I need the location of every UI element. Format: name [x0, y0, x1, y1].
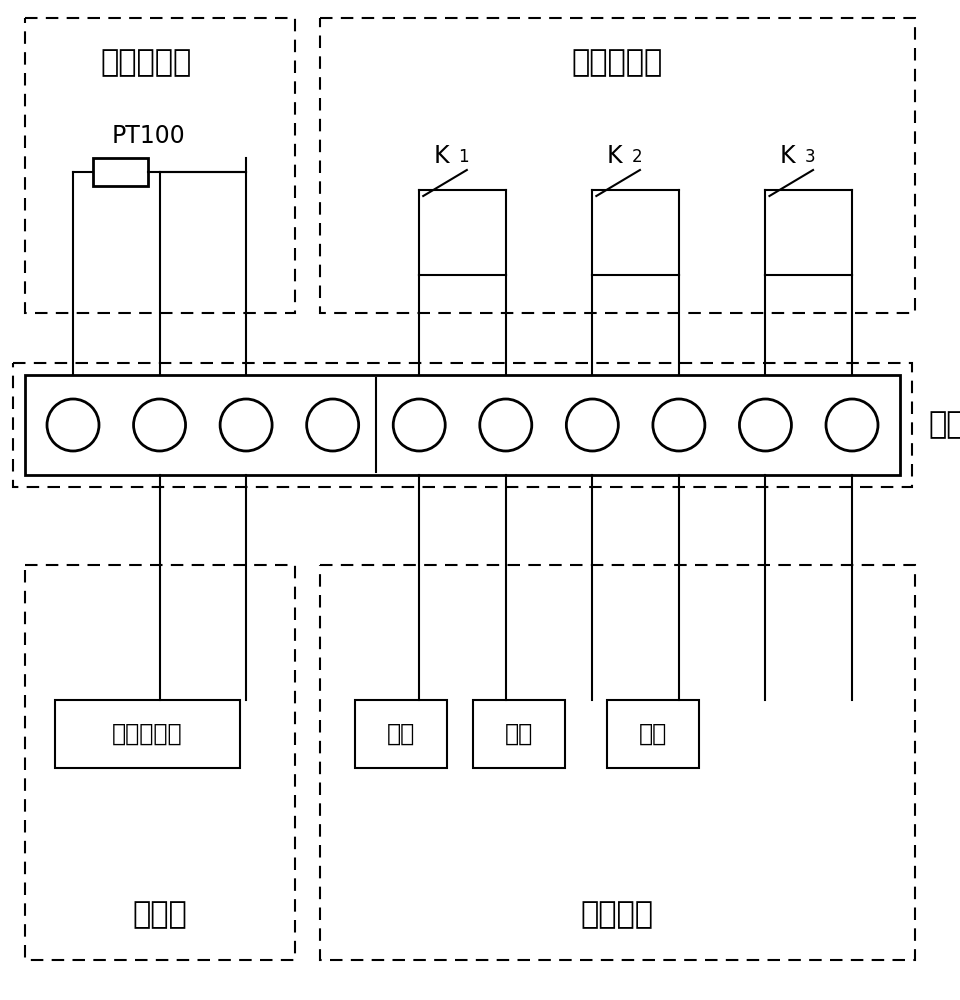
Bar [355, 700, 447, 768]
Text: 报警: 报警 [505, 722, 533, 746]
Text: 端子排: 端子排 [928, 410, 960, 440]
Text: 温度变送器: 温度变送器 [112, 722, 182, 746]
Text: 1: 1 [458, 148, 468, 166]
Bar [320, 18, 915, 313]
Bar [93, 158, 148, 186]
Text: 风机: 风机 [387, 722, 415, 746]
Text: K: K [607, 144, 623, 168]
Bar [320, 565, 915, 960]
Text: 信号回路: 信号回路 [581, 900, 654, 930]
Bar [13, 363, 912, 487]
Text: 温度计表盘: 温度计表盘 [571, 48, 662, 78]
Text: 3: 3 [804, 148, 815, 166]
Text: K: K [434, 144, 449, 168]
Bar [55, 700, 240, 768]
Bar [25, 18, 295, 313]
Text: 保护室: 保护室 [132, 900, 187, 930]
Bar [25, 565, 295, 960]
Text: 跳闸: 跳闸 [638, 722, 667, 746]
Text: PT100: PT100 [111, 124, 185, 148]
Text: K: K [780, 144, 796, 168]
Text: 2: 2 [632, 148, 642, 166]
Bar [25, 375, 900, 475]
Bar [473, 700, 565, 768]
Bar [607, 700, 699, 768]
Text: 温度计温包: 温度计温包 [100, 48, 191, 78]
